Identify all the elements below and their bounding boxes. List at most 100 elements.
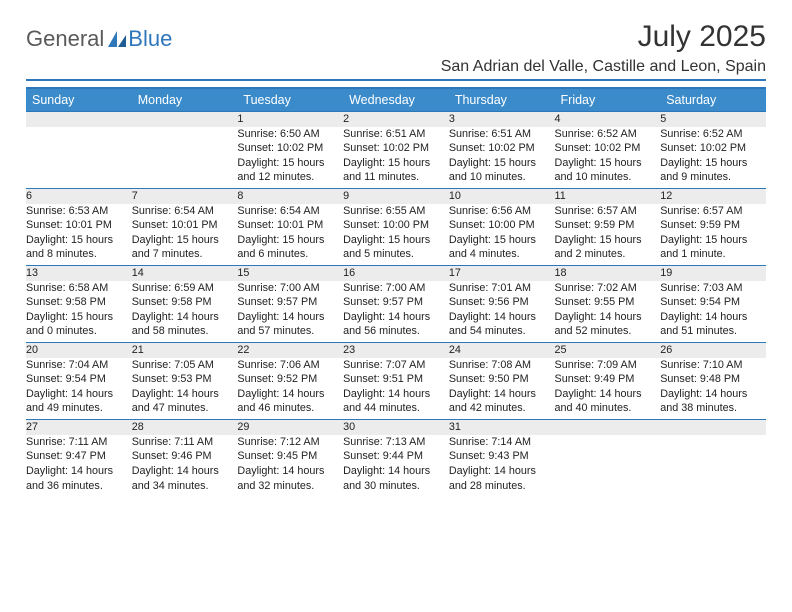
sunrise-text: Sunrise: 6:51 AM xyxy=(343,127,449,142)
daylight-text: Daylight: 14 hours and 58 minutes. xyxy=(132,310,238,339)
day-number: 18 xyxy=(555,266,661,281)
daylight-text: Daylight: 14 hours and 51 minutes. xyxy=(660,310,766,339)
day-number: 3 xyxy=(449,112,555,127)
sunset-text: Sunset: 9:57 PM xyxy=(237,295,343,310)
day-number: 17 xyxy=(449,266,555,281)
day-number: 24 xyxy=(449,343,555,358)
daylight-text: Daylight: 14 hours and 36 minutes. xyxy=(26,464,132,493)
day-cell: Sunrise: 6:57 AMSunset: 9:59 PMDaylight:… xyxy=(555,204,661,266)
calendar-body: 12345Sunrise: 6:50 AMSunset: 10:02 PMDay… xyxy=(26,112,766,497)
page-header: General Blue July 2025 xyxy=(26,20,766,54)
day-number: 23 xyxy=(343,343,449,358)
logo-text-blue: Blue xyxy=(128,26,172,52)
daylight-text: Daylight: 14 hours and 47 minutes. xyxy=(132,387,238,416)
day-cell: Sunrise: 7:05 AMSunset: 9:53 PMDaylight:… xyxy=(132,358,238,420)
sunrise-text: Sunrise: 7:04 AM xyxy=(26,358,132,373)
day-cell: Sunrise: 6:57 AMSunset: 9:59 PMDaylight:… xyxy=(660,204,766,266)
sunset-text: Sunset: 9:59 PM xyxy=(660,218,766,233)
day-number: 16 xyxy=(343,266,449,281)
daylight-text: Daylight: 15 hours and 12 minutes. xyxy=(237,156,343,185)
sunset-text: Sunset: 9:44 PM xyxy=(343,449,449,464)
sunrise-text: Sunrise: 6:52 AM xyxy=(555,127,661,142)
sunset-text: Sunset: 10:00 PM xyxy=(449,218,555,233)
day-cell: Sunrise: 6:58 AMSunset: 9:58 PMDaylight:… xyxy=(26,281,132,343)
sunset-text: Sunset: 10:01 PM xyxy=(132,218,238,233)
sunset-text: Sunset: 9:56 PM xyxy=(449,295,555,310)
sunrise-text: Sunrise: 7:02 AM xyxy=(555,281,661,296)
daylight-text: Daylight: 14 hours and 34 minutes. xyxy=(132,464,238,493)
day-number: 31 xyxy=(449,420,555,435)
day-cell: Sunrise: 7:13 AMSunset: 9:44 PMDaylight:… xyxy=(343,435,449,497)
day-cell: Sunrise: 7:14 AMSunset: 9:43 PMDaylight:… xyxy=(449,435,555,497)
sunset-text: Sunset: 9:48 PM xyxy=(660,372,766,387)
weekday-header-row: Sunday Monday Tuesday Wednesday Thursday… xyxy=(26,88,766,112)
col-thursday: Thursday xyxy=(449,88,555,112)
sunrise-text: Sunrise: 6:50 AM xyxy=(237,127,343,142)
day-number: 9 xyxy=(343,189,449,204)
day-cell: Sunrise: 6:52 AMSunset: 10:02 PMDaylight… xyxy=(555,127,661,189)
sunset-text: Sunset: 9:53 PM xyxy=(132,372,238,387)
sunrise-text: Sunrise: 7:00 AM xyxy=(343,281,449,296)
col-tuesday: Tuesday xyxy=(237,88,343,112)
sunrise-text: Sunrise: 6:55 AM xyxy=(343,204,449,219)
day-cell: Sunrise: 7:12 AMSunset: 9:45 PMDaylight:… xyxy=(237,435,343,497)
sunrise-text: Sunrise: 6:59 AM xyxy=(132,281,238,296)
sunset-text: Sunset: 10:01 PM xyxy=(237,218,343,233)
day-number: 28 xyxy=(132,420,238,435)
day-cell: Sunrise: 6:53 AMSunset: 10:01 PMDaylight… xyxy=(26,204,132,266)
daylight-text: Daylight: 15 hours and 0 minutes. xyxy=(26,310,132,339)
sunset-text: Sunset: 10:02 PM xyxy=(660,141,766,156)
title-block: July 2025 xyxy=(638,20,766,54)
logo-sail-icon xyxy=(106,29,128,49)
day-cell: Sunrise: 7:09 AMSunset: 9:49 PMDaylight:… xyxy=(555,358,661,420)
sunset-text: Sunset: 10:02 PM xyxy=(449,141,555,156)
daynum-row: 6789101112 xyxy=(26,189,766,204)
daylight-text: Daylight: 14 hours and 44 minutes. xyxy=(343,387,449,416)
col-saturday: Saturday xyxy=(660,88,766,112)
day-cell xyxy=(555,435,661,497)
sunset-text: Sunset: 9:45 PM xyxy=(237,449,343,464)
daylight-text: Daylight: 14 hours and 42 minutes. xyxy=(449,387,555,416)
day-number xyxy=(555,420,661,435)
sunset-text: Sunset: 9:55 PM xyxy=(555,295,661,310)
day-cell: Sunrise: 6:51 AMSunset: 10:02 PMDaylight… xyxy=(343,127,449,189)
day-number: 10 xyxy=(449,189,555,204)
day-number xyxy=(26,112,132,127)
sunrise-text: Sunrise: 7:13 AM xyxy=(343,435,449,450)
day-number: 6 xyxy=(26,189,132,204)
month-title: July 2025 xyxy=(638,20,766,54)
day-number: 12 xyxy=(660,189,766,204)
day-number: 20 xyxy=(26,343,132,358)
sunset-text: Sunset: 10:01 PM xyxy=(26,218,132,233)
day-number: 30 xyxy=(343,420,449,435)
calendar-table: Sunday Monday Tuesday Wednesday Thursday… xyxy=(26,87,766,497)
daylight-text: Daylight: 15 hours and 11 minutes. xyxy=(343,156,449,185)
day-number: 14 xyxy=(132,266,238,281)
daylight-text: Daylight: 15 hours and 9 minutes. xyxy=(660,156,766,185)
day-cell: Sunrise: 6:51 AMSunset: 10:02 PMDaylight… xyxy=(449,127,555,189)
sunset-text: Sunset: 9:52 PM xyxy=(237,372,343,387)
daylight-text: Daylight: 14 hours and 54 minutes. xyxy=(449,310,555,339)
daylight-text: Daylight: 15 hours and 10 minutes. xyxy=(449,156,555,185)
sunset-text: Sunset: 10:02 PM xyxy=(343,141,449,156)
daylight-text: Daylight: 14 hours and 28 minutes. xyxy=(449,464,555,493)
daylight-text: Daylight: 14 hours and 32 minutes. xyxy=(237,464,343,493)
day-cell: Sunrise: 7:06 AMSunset: 9:52 PMDaylight:… xyxy=(237,358,343,420)
sunset-text: Sunset: 9:57 PM xyxy=(343,295,449,310)
daylight-text: Daylight: 14 hours and 40 minutes. xyxy=(555,387,661,416)
day-number: 21 xyxy=(132,343,238,358)
sunset-text: Sunset: 9:43 PM xyxy=(449,449,555,464)
sunrise-text: Sunrise: 6:58 AM xyxy=(26,281,132,296)
day-cell: Sunrise: 6:55 AMSunset: 10:00 PMDaylight… xyxy=(343,204,449,266)
daynum-row: 13141516171819 xyxy=(26,266,766,281)
day-number: 25 xyxy=(555,343,661,358)
day-cell: Sunrise: 7:04 AMSunset: 9:54 PMDaylight:… xyxy=(26,358,132,420)
content-row: Sunrise: 7:11 AMSunset: 9:47 PMDaylight:… xyxy=(26,435,766,497)
day-number: 5 xyxy=(660,112,766,127)
day-cell xyxy=(132,127,238,189)
sunset-text: Sunset: 9:54 PM xyxy=(26,372,132,387)
sunrise-text: Sunrise: 6:53 AM xyxy=(26,204,132,219)
day-number: 4 xyxy=(555,112,661,127)
daylight-text: Daylight: 14 hours and 57 minutes. xyxy=(237,310,343,339)
day-cell xyxy=(26,127,132,189)
